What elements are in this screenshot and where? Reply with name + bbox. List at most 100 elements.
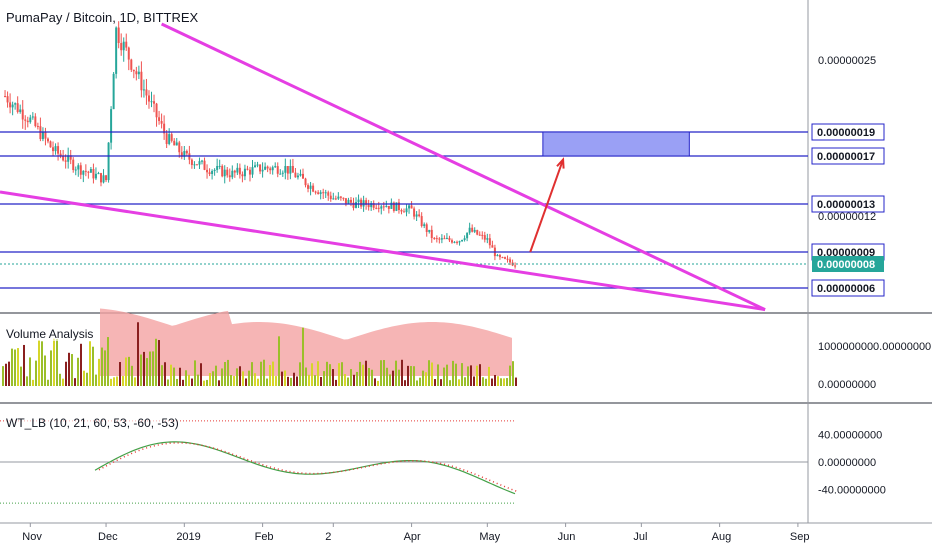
candle-body: [102, 175, 105, 183]
volume-bar: [437, 364, 439, 386]
volume-bar: [296, 376, 298, 386]
candle-body: [266, 166, 269, 169]
candle-body: [168, 134, 171, 144]
price-axis-tick: 0.00000025: [818, 55, 876, 67]
candle-body: [213, 169, 216, 171]
candle-body: [94, 173, 97, 179]
candle-body: [377, 207, 380, 209]
volume-bar: [53, 338, 55, 386]
volume-bar: [353, 374, 355, 386]
volume-bar: [179, 367, 181, 386]
volume-bar: [245, 378, 247, 386]
candle-body: [375, 207, 378, 209]
time-axis-tick: Apr: [404, 531, 421, 543]
candle-body: [117, 27, 120, 44]
candle-body: [362, 200, 365, 207]
candle-body: [392, 202, 395, 211]
volume-bar: [32, 379, 34, 386]
volume-bar: [227, 359, 229, 386]
candle-body: [163, 123, 166, 134]
volume-bar: [125, 357, 127, 386]
candle-body: [360, 199, 363, 207]
volume-bar: [452, 360, 454, 386]
candle-body: [382, 206, 385, 208]
candle-body: [400, 210, 403, 212]
candle-body: [428, 229, 431, 232]
volume-axis-tick: 0.00000000: [818, 379, 876, 391]
volume-bar: [170, 364, 172, 386]
candle-body: [223, 169, 226, 177]
volume-bar: [182, 379, 184, 386]
volume-bar: [242, 371, 244, 386]
level-badge: [811, 123, 885, 141]
candle-body: [160, 121, 163, 124]
candle-body: [433, 238, 436, 240]
volume-bar: [500, 378, 502, 386]
candle-body: [496, 255, 499, 257]
time-axis-tick: Feb: [255, 531, 274, 543]
candle-body: [147, 95, 150, 102]
candle-body: [72, 159, 75, 170]
volume-bar: [506, 378, 508, 386]
candle-body: [31, 116, 34, 118]
candle-body: [203, 160, 206, 170]
candle-body: [238, 167, 241, 175]
volume-bar: [155, 338, 157, 386]
candle-body: [69, 155, 72, 160]
candle-body: [6, 96, 9, 103]
projection-arrow: [529, 159, 565, 253]
volume-bar: [332, 369, 334, 386]
candle-body: [415, 214, 418, 217]
wt-indicator-label[interactable]: WT_LB (10, 21, 60, 53, -60, -53): [6, 416, 179, 430]
candle-body: [87, 171, 90, 173]
chart-title: PumaPay / Bitcoin, 1D, BITTREX: [6, 10, 199, 25]
volume-bar: [41, 341, 43, 386]
volume-bar: [17, 348, 19, 386]
volume-indicator-label[interactable]: Volume Analysis: [6, 327, 94, 341]
volume-bar: [200, 363, 202, 386]
candle-body: [254, 165, 257, 168]
candle-body: [9, 102, 12, 108]
candle-body: [26, 120, 29, 123]
candle-body: [158, 117, 161, 122]
candle-body: [309, 185, 312, 189]
volume-bar: [470, 365, 472, 386]
volume-bar: [77, 357, 79, 386]
candle-body: [418, 214, 421, 217]
volume-bar: [197, 374, 199, 386]
volume-bar: [476, 365, 478, 386]
volume-bar: [95, 374, 97, 386]
lower-trendline: [0, 190, 766, 312]
candle-body: [49, 141, 52, 148]
level-label: 0.00000006: [817, 283, 875, 295]
candle-body: [122, 41, 125, 51]
candle-body: [193, 164, 196, 166]
candle-body: [137, 71, 140, 75]
candle-body: [334, 198, 337, 200]
volume-bar: [5, 363, 7, 386]
candle-body: [481, 234, 484, 236]
volume-bar: [50, 350, 52, 386]
candle-body: [233, 170, 236, 173]
time-axis-tick: 2019: [176, 531, 200, 543]
volume-bar: [464, 377, 466, 386]
candle-body: [319, 192, 322, 194]
candle-body: [327, 192, 330, 196]
volume-bar: [362, 364, 364, 386]
level-label: 0.00000013: [817, 199, 875, 211]
volume-bar: [287, 376, 289, 386]
candle-body: [355, 202, 358, 208]
volume-bar: [215, 365, 217, 386]
volume-bar: [176, 378, 178, 386]
candle-body: [463, 238, 466, 240]
volume-bar: [56, 339, 58, 386]
candle-body: [403, 211, 405, 213]
volume-bar: [356, 371, 358, 386]
candle-body: [16, 103, 19, 113]
candle-body: [82, 170, 85, 175]
wt1-line: [94, 441, 516, 495]
candle-body: [64, 160, 67, 162]
volume-bar: [515, 377, 517, 386]
price-axis-tick: 0.00000012: [818, 211, 876, 223]
